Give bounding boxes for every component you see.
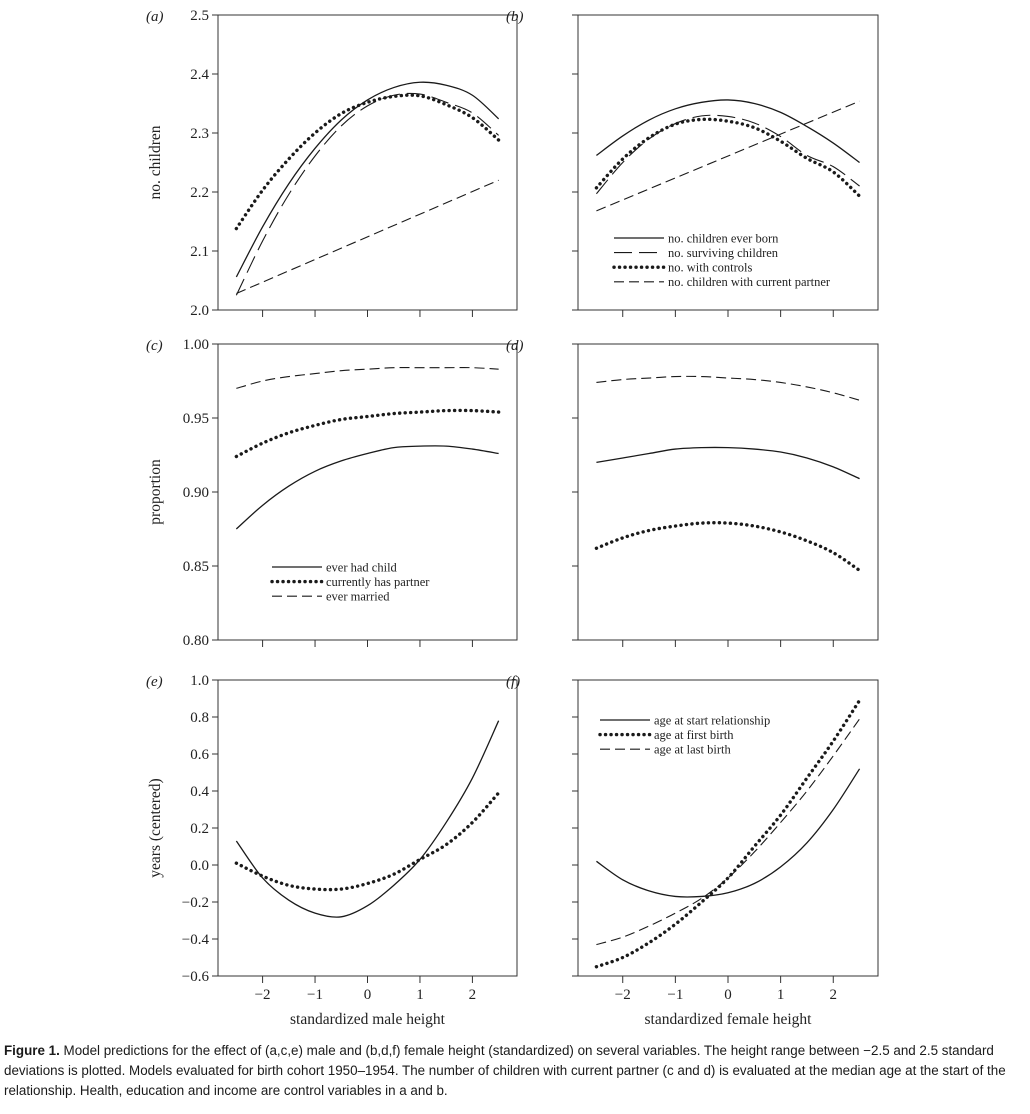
- x-tick-label: 0: [364, 987, 372, 1003]
- legend-entry: currently has partner: [326, 575, 430, 589]
- series-line-no-children-with-current-partner: [596, 100, 860, 212]
- x-tick-label: −1: [667, 987, 683, 1003]
- y-tick-label: 0.95: [183, 411, 209, 427]
- x-tick-label: 2: [830, 987, 838, 1003]
- panel-f: (f) −2 −1 0 1 2 standardized female height age …: [506, 674, 879, 1028]
- plot-frame: [577, 343, 879, 641]
- y-tick-label: 2.2: [190, 185, 209, 201]
- panel-label: (f): [506, 674, 520, 690]
- y-axis-label: proportion: [147, 459, 164, 525]
- series-line-currently-has-partner: [234, 408, 501, 459]
- x-tick-label: −1: [307, 987, 323, 1003]
- y-axis-label: years (centered): [147, 778, 164, 877]
- series-line-no-children-with-current-partner: [236, 179, 499, 294]
- x-tick-label: 0: [724, 987, 732, 1003]
- legend-entry: no. children ever born: [668, 231, 779, 245]
- legend-entry: no. with controls: [668, 261, 753, 275]
- panel-label: (e): [146, 674, 163, 690]
- panel-a: (a) 2.0 2.1 2.2 2.3 2.4 2.5 no. children: [146, 8, 518, 319]
- series-line-no-with-controls: [594, 117, 862, 198]
- y-tick-label: 2.0: [190, 303, 209, 319]
- y-tick-label: 2.3: [190, 126, 209, 142]
- x-tick-label: −2: [255, 987, 271, 1003]
- legend-entry: ever married: [326, 590, 390, 604]
- y-tick-label: 0.85: [183, 559, 209, 575]
- series-line-no-surviving-children: [235, 92, 499, 296]
- y-tick-label: 1.00: [183, 337, 209, 353]
- y-tick-label: −0.4: [182, 932, 210, 948]
- legend-entry: no. surviving children: [668, 246, 779, 260]
- legend-entry: ever had child: [326, 560, 398, 574]
- y-tick-label: −0.2: [182, 895, 209, 911]
- legend-entry: age at start relationship: [654, 713, 770, 727]
- series-line-ever-married: [236, 367, 499, 389]
- series-line-dotted: [234, 791, 501, 892]
- x-tick-label: 1: [416, 987, 424, 1003]
- y-tick-label: 2.4: [190, 67, 209, 83]
- panel-e: (e) −2 −1 0 1 2 −0.6 −0.4 −0.2 0.0 0.2 0.4 0.6 0.8 1.0…: [146, 673, 518, 1028]
- legend-entry: age at last birth: [654, 743, 731, 757]
- x-tick-label: 1: [777, 987, 785, 1003]
- series-line-age-at-first-birth: [594, 698, 862, 969]
- plot-frame: [217, 679, 518, 977]
- panel-c: (c) 0.80 0.85 0.90 0.95 1.00 proportion ever ha…: [146, 337, 518, 649]
- y-tick-label: 0.2: [190, 821, 209, 837]
- x-tick-label: −2: [615, 987, 631, 1003]
- x-axis-label: standardized female height: [645, 1011, 813, 1028]
- legend-entry: age at first birth: [654, 728, 734, 742]
- y-tick-label: 0.0: [190, 858, 209, 874]
- figure-caption: Figure 1. Model predictions for the effe…: [4, 1041, 1026, 1101]
- caption-label: Figure 1.: [4, 1043, 60, 1058]
- y-tick-label: 0.90: [183, 485, 209, 501]
- y-tick-label: 2.1: [190, 244, 209, 260]
- series-line-ever-had-child: [235, 445, 499, 530]
- y-tick-label: 0.6: [190, 747, 209, 763]
- series-line-no-children-ever-born: [235, 81, 500, 278]
- series-line-no-surviving-children: [595, 114, 860, 195]
- y-tick-label: 2.5: [190, 8, 209, 24]
- panel-label: (b): [506, 9, 524, 25]
- figure-canvas: (a) 2.0 2.1 2.2 2.3 2.4 2.5 no. children (b) no. …: [146, 8, 879, 1028]
- series-line-age-at-start-relationship: [596, 768, 861, 898]
- x-axis-label: standardized male height: [290, 1011, 446, 1028]
- y-tick-label: 0.8: [190, 710, 209, 726]
- panel-label: (c): [146, 338, 163, 354]
- caption-text: Model predictions for the effect of (a,c…: [4, 1043, 1006, 1098]
- panel-label: (a): [146, 9, 164, 25]
- y-tick-label: 0.80: [183, 633, 209, 649]
- panel-label: (d): [506, 338, 524, 354]
- series-line-ever-married: [596, 375, 860, 401]
- series-line-solid: [235, 720, 500, 918]
- series-line-ever-had-child: [596, 446, 860, 480]
- y-tick-label: 0.4: [190, 784, 209, 800]
- series-line-age-at-last-birth: [596, 718, 861, 946]
- y-axis-label: no. children: [147, 125, 164, 199]
- y-tick-label: −0.6: [182, 969, 210, 985]
- x-tick-label: 2: [469, 987, 477, 1003]
- series-line-no-children-ever-born: [596, 99, 860, 164]
- plot-frame: [217, 14, 518, 311]
- y-tick-label: 1.0: [190, 673, 209, 689]
- legend-entry: no. children with current partner: [668, 275, 831, 289]
- panel-d: (d): [506, 338, 879, 647]
- series-line-currently-has-partner: [594, 521, 862, 573]
- series-line-no-with-controls: [234, 93, 501, 231]
